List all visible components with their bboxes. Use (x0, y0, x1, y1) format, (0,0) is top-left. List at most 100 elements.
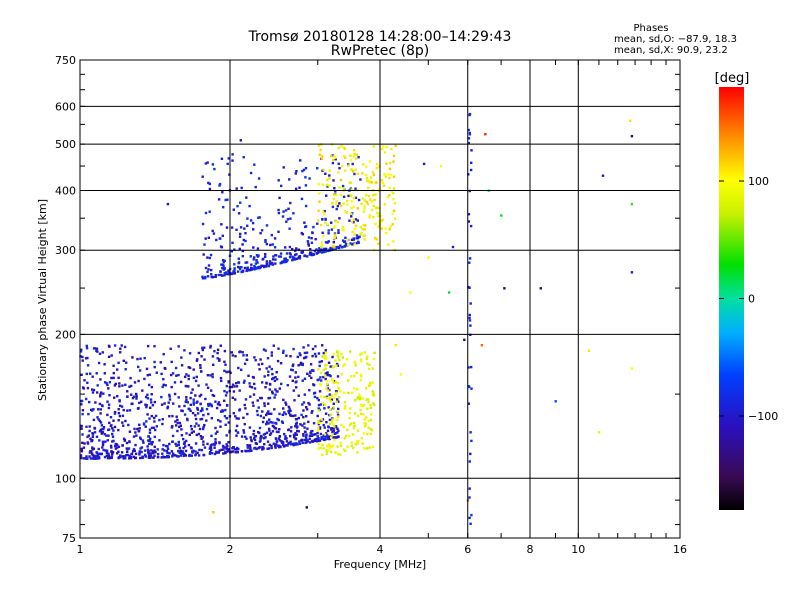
data-point (99, 428, 103, 431)
data-point (130, 402, 133, 406)
data-point (216, 351, 219, 355)
data-point (139, 456, 142, 460)
data-point (261, 362, 264, 366)
data-point (328, 444, 331, 448)
data-point (220, 223, 223, 226)
data-point (306, 427, 309, 430)
data-point (97, 408, 100, 411)
data-point (341, 356, 344, 359)
data-point (135, 395, 138, 398)
data-point (394, 144, 397, 148)
data-point (352, 446, 355, 450)
data-point (249, 219, 253, 222)
data-point (178, 405, 181, 408)
data-point (89, 372, 92, 375)
data-point (218, 449, 221, 452)
data-point (337, 388, 341, 391)
data-point (271, 372, 274, 376)
data-point (297, 375, 300, 379)
data-point (355, 371, 358, 374)
data-point (290, 426, 293, 429)
data-point (247, 374, 250, 377)
data-point (97, 361, 101, 365)
data-point (220, 157, 224, 160)
data-point (163, 402, 166, 405)
data-point (298, 442, 302, 445)
data-point (469, 452, 472, 456)
data-point (354, 187, 357, 190)
data-point (144, 403, 147, 406)
data-point (263, 437, 266, 440)
data-point (299, 353, 302, 357)
data-point (153, 360, 156, 364)
data-point (352, 221, 355, 224)
data-point (337, 146, 340, 150)
data-point (331, 205, 335, 209)
data-point (385, 162, 388, 165)
data-point (153, 445, 156, 449)
data-point (334, 225, 337, 228)
data-point (277, 430, 280, 434)
data-point (318, 426, 322, 429)
data-point (292, 347, 295, 351)
data-point (121, 414, 125, 417)
data-point (118, 382, 121, 385)
data-point (467, 213, 471, 216)
data-point (121, 421, 124, 424)
data-point (324, 412, 328, 415)
data-point (269, 432, 273, 435)
data-point (282, 443, 285, 446)
data-point (347, 194, 350, 198)
data-point (291, 369, 294, 372)
data-point (316, 378, 319, 382)
data-point (291, 379, 294, 382)
data-point (271, 263, 275, 266)
data-point (321, 155, 324, 158)
data-point (289, 409, 292, 412)
data-point (114, 382, 117, 386)
data-point (469, 522, 472, 525)
data-point (211, 355, 215, 358)
data-point (146, 445, 149, 448)
data-point (304, 176, 307, 179)
data-point (297, 394, 300, 397)
data-point (308, 374, 311, 377)
data-point (332, 352, 335, 356)
data-point (236, 205, 239, 208)
data-point (224, 408, 227, 412)
data-point (325, 432, 328, 435)
data-point (159, 361, 162, 364)
data-point (142, 441, 145, 444)
data-point (237, 212, 241, 215)
data-point (329, 435, 333, 438)
data-point (348, 411, 352, 415)
data-point (104, 449, 107, 452)
data-point (240, 186, 243, 190)
data-point (122, 424, 125, 427)
data-point (389, 173, 392, 176)
data-point (345, 358, 349, 361)
data-point (318, 192, 321, 195)
data-point (168, 395, 171, 398)
data-point (126, 409, 129, 412)
data-point (321, 402, 325, 405)
data-point (320, 157, 323, 160)
data-point (220, 448, 223, 451)
data-point (125, 454, 128, 457)
data-point (351, 391, 354, 394)
data-point (327, 232, 330, 235)
data-point (312, 384, 316, 387)
data-point (326, 185, 329, 188)
data-point (333, 438, 336, 442)
data-point (375, 163, 379, 166)
data-point (332, 406, 335, 409)
data-point (252, 228, 255, 231)
data-point (295, 253, 298, 256)
data-point (243, 266, 247, 270)
data-point (171, 372, 175, 375)
data-point (360, 359, 363, 363)
data-point (252, 267, 255, 270)
data-point (146, 413, 149, 416)
data-point (166, 451, 169, 455)
data-point (249, 171, 253, 175)
